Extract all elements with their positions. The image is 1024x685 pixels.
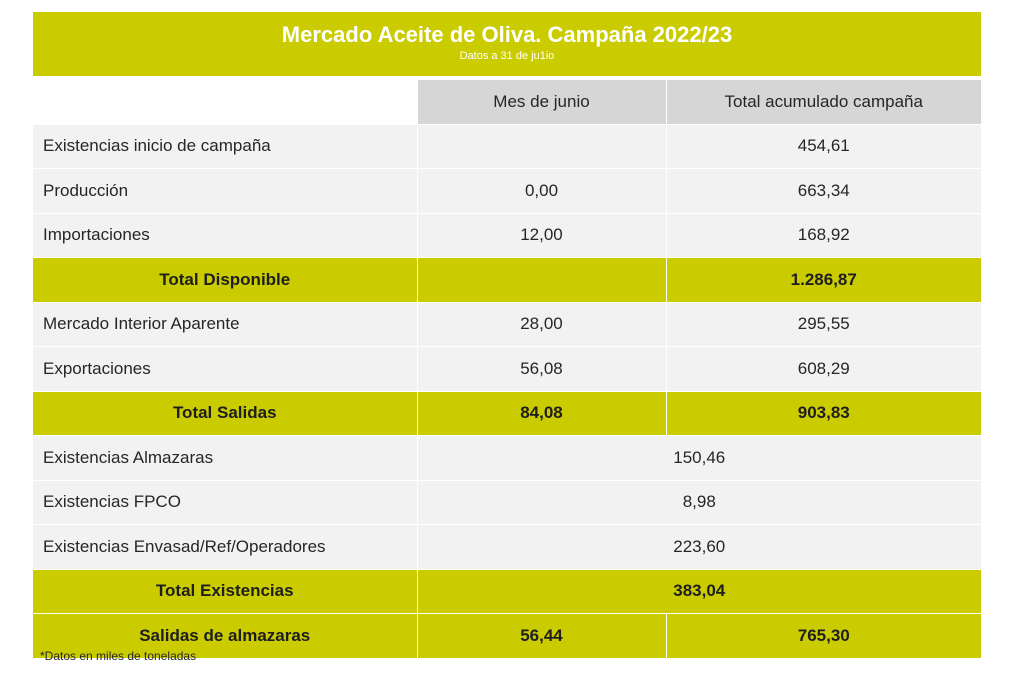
row-label: Importaciones: [33, 213, 417, 258]
column-header-mes: Mes de junio: [416, 80, 666, 125]
row-label: Mercado Interior Aparente: [33, 302, 417, 347]
total-row: Total Existencias 383,04: [33, 569, 981, 614]
cell-merged-value: 150,46: [416, 435, 981, 481]
total-row: Total Salidas 84,08 903,83: [33, 391, 981, 436]
cell-mes: 0,00: [416, 168, 666, 214]
cell-mes: 28,00: [416, 302, 666, 347]
table-row: Existencias FPCO 8,98: [33, 480, 981, 525]
cell-total: 903,83: [665, 391, 981, 436]
page-subtitle: Datos a 31 de ju1io: [459, 50, 555, 62]
cell-mes: 56,08: [416, 346, 666, 392]
cell-total: 663,34: [665, 168, 981, 214]
cell-mes: 84,08: [416, 391, 666, 436]
table-row: Exportaciones 56,08 608,29: [33, 346, 981, 392]
total-row: Total Disponible 1.286,87: [33, 257, 981, 303]
cell-mes: [416, 124, 666, 169]
row-label: Producción: [33, 168, 417, 214]
cell-mes: [416, 257, 666, 303]
total-label: Salidas de almazaras: [33, 613, 417, 659]
total-label: Total Salidas: [33, 391, 417, 436]
title-banner: Mercado Aceite de Oliva. Campaña 2022/23…: [33, 12, 981, 76]
cell-total: 295,55: [665, 302, 981, 347]
table-row: Importaciones 12,00 168,92: [33, 213, 981, 258]
cell-merged-value: 383,04: [416, 569, 981, 614]
total-row: Salidas de almazaras 56,44 765,30: [33, 613, 981, 659]
table-row: Producción 0,00 663,34: [33, 168, 981, 214]
table-row: Mercado Interior Aparente 28,00 295,55: [33, 302, 981, 347]
cell-mes: 12,00: [416, 213, 666, 258]
header-empty-cell: [33, 80, 417, 125]
row-label: Existencias FPCO: [33, 480, 417, 525]
table-row: Existencias Almazaras 150,46: [33, 435, 981, 481]
footnote: *Datos en miles de toneladas: [40, 649, 197, 663]
page-title: Mercado Aceite de Oliva. Campaña 2022/23: [281, 22, 733, 47]
row-label: Exportaciones: [33, 346, 417, 392]
row-label: Existencias Almazaras: [33, 435, 417, 481]
table-header-row: Mes de junio Total acumulado campaña: [33, 80, 981, 125]
cell-mes: 56,44: [416, 613, 666, 659]
row-label: Existencias Envasad/Ref/Operadores: [33, 524, 417, 570]
olive-oil-market-table: Mes de junio Total acumulado campaña Exi…: [33, 80, 981, 659]
cell-total: 608,29: [665, 346, 981, 392]
cell-total: 765,30: [665, 613, 981, 659]
table-row: Existencias Envasad/Ref/Operadores 223,6…: [33, 524, 981, 570]
column-header-total: Total acumulado campaña: [665, 80, 981, 125]
cell-total: 1.286,87: [665, 257, 981, 303]
table-row: Existencias inicio de campaña 454,61: [33, 124, 981, 169]
cell-merged-value: 223,60: [416, 524, 981, 570]
cell-merged-value: 8,98: [416, 480, 981, 525]
cell-total: 168,92: [665, 213, 981, 258]
cell-total: 454,61: [665, 124, 981, 169]
row-label: Existencias inicio de campaña: [33, 124, 417, 169]
total-label: Total Existencias: [33, 569, 417, 614]
total-label: Total Disponible: [33, 257, 417, 303]
